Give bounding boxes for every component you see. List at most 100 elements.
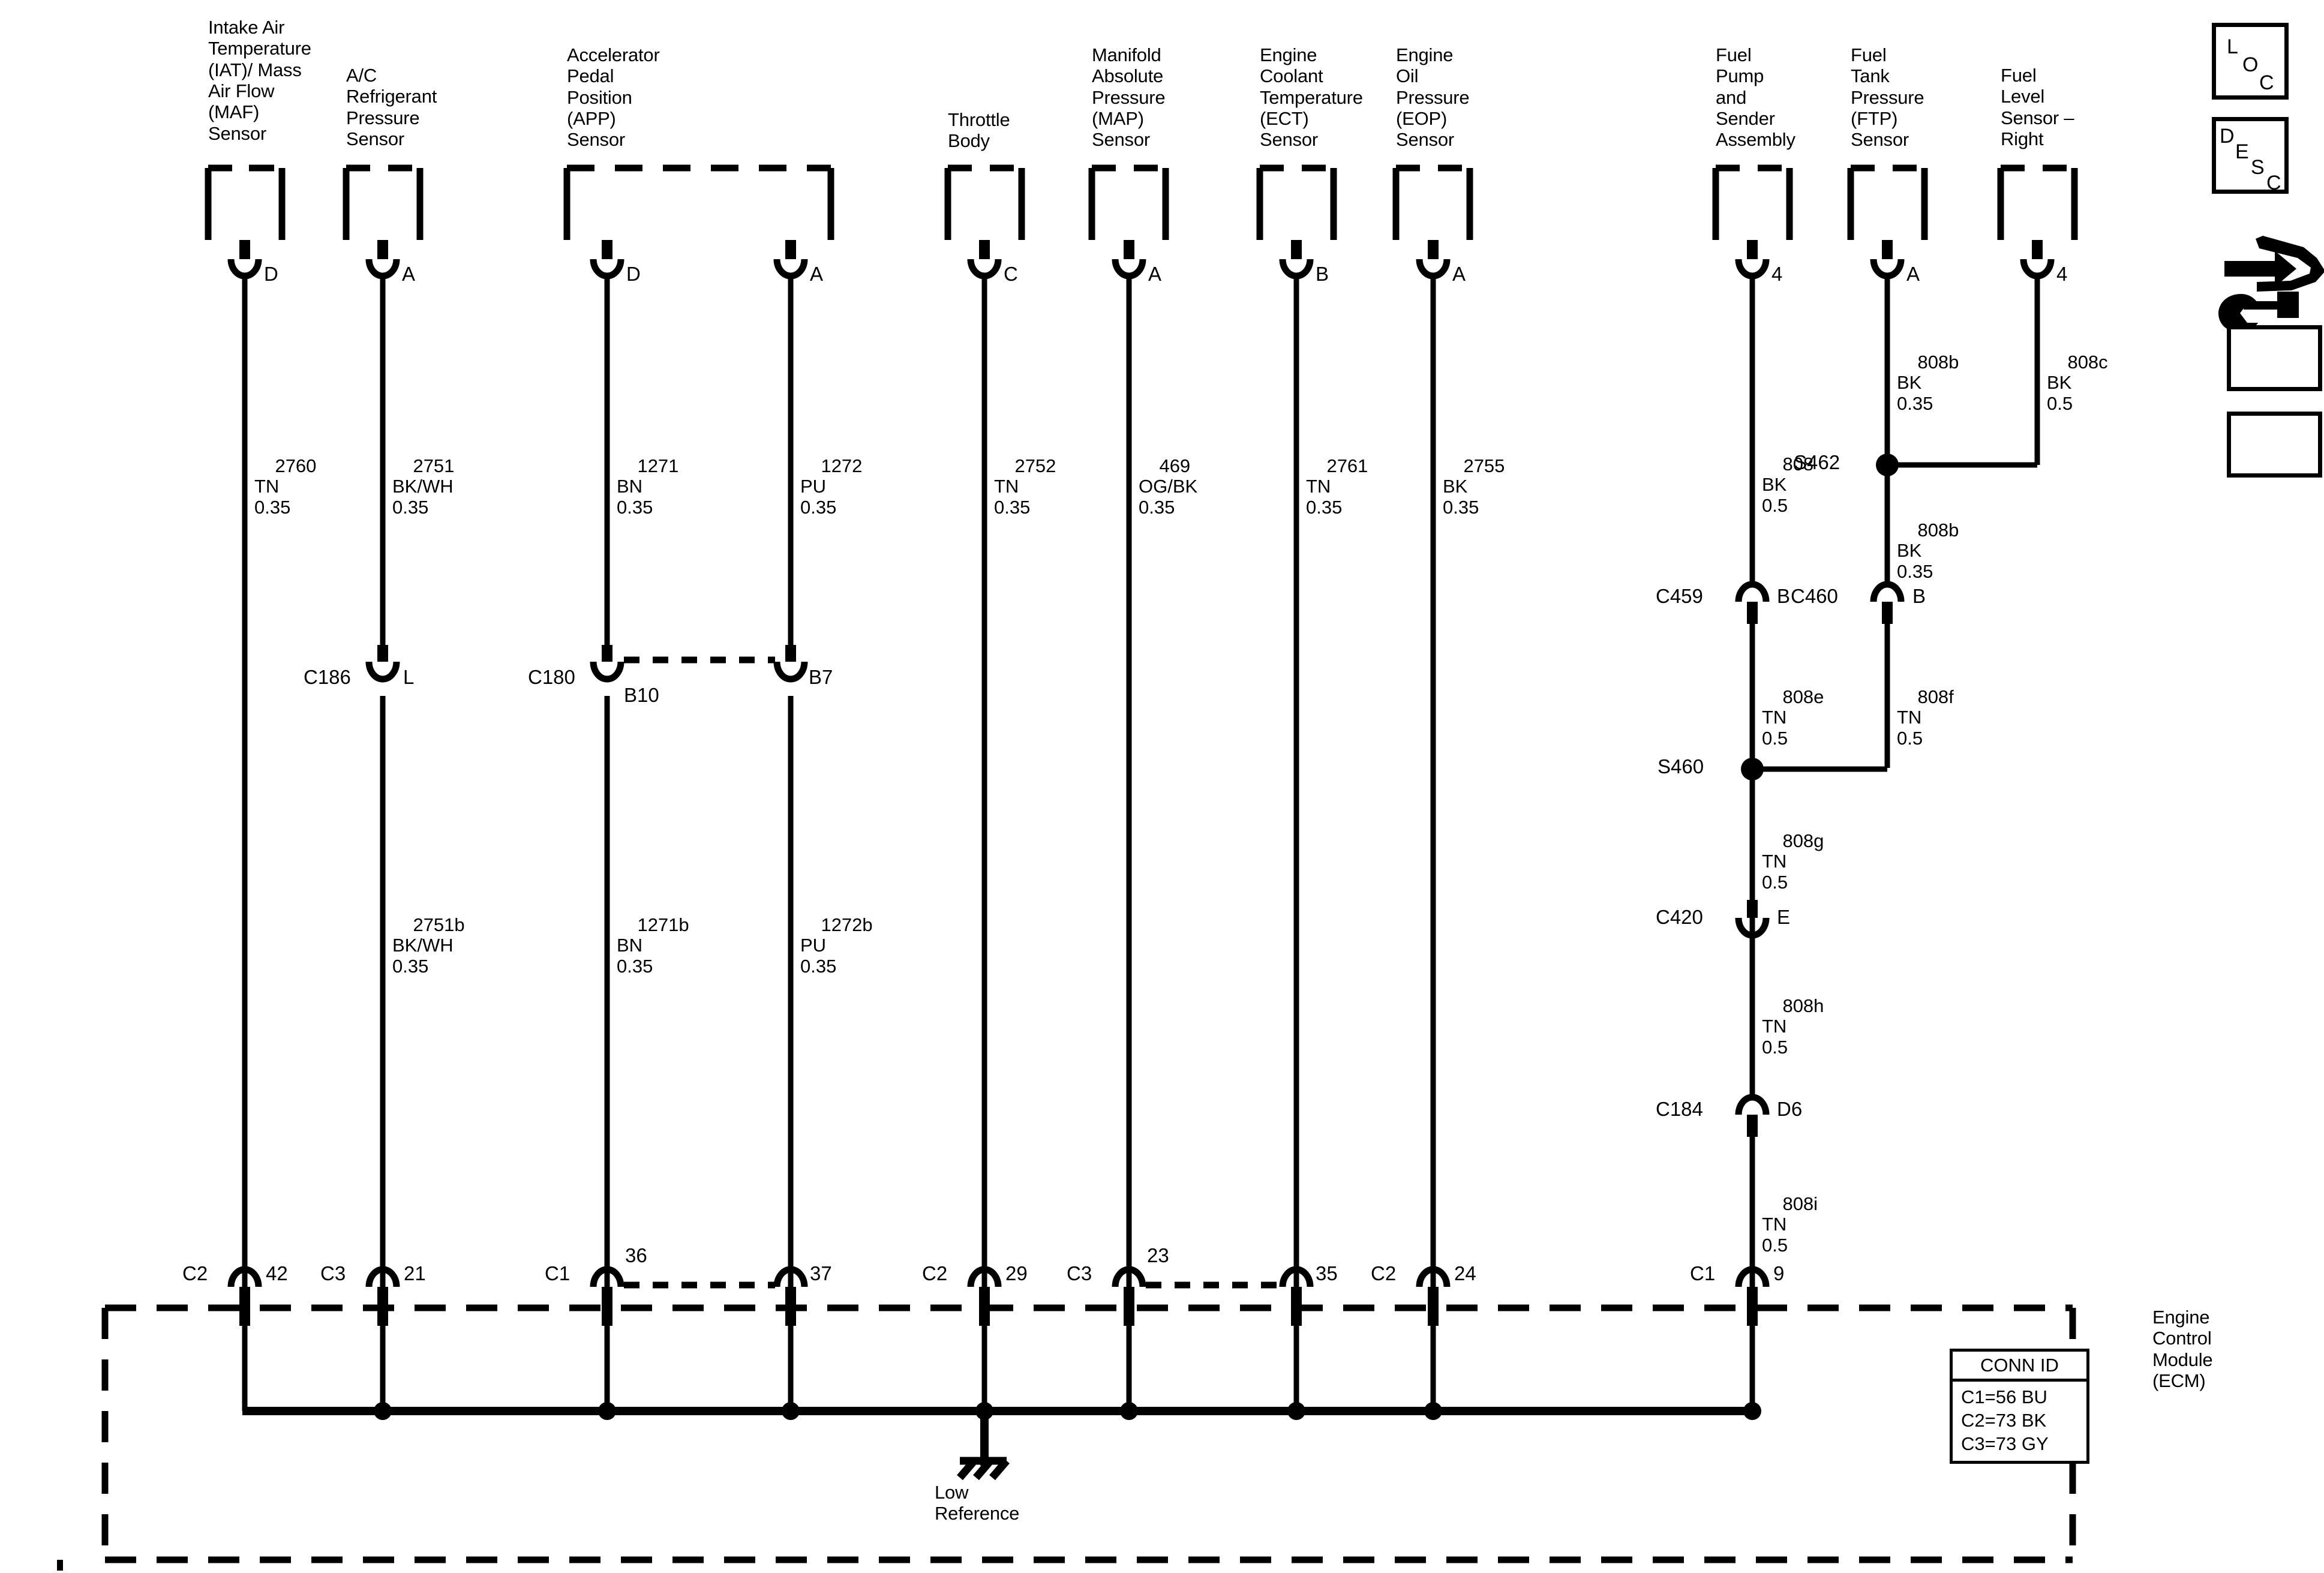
wire-label-808-bk-05-pump: 808 BK 0.5 bbox=[1762, 453, 1814, 517]
hand-wrench-icon bbox=[2218, 236, 2324, 332]
connector-pin-c420: E bbox=[1777, 906, 1791, 928]
desc-button[interactable]: D E S C bbox=[2212, 117, 2289, 194]
pin-label-fuel-pump: 4 bbox=[1771, 263, 1783, 285]
wire-label-808-tn-05-s460: 808g TN 0.5 bbox=[1762, 830, 1824, 893]
splice-dot-s460 bbox=[1741, 758, 1764, 781]
splice-label-s460: S460 bbox=[1658, 755, 1704, 778]
ecm-pin-label-1: 21 bbox=[404, 1262, 426, 1284]
prev-button[interactable] bbox=[2227, 412, 2322, 478]
connector-pin-c460: B bbox=[1912, 585, 1926, 607]
component-title-fuel-pump: Fuel Pump and Sender Assembly bbox=[1716, 44, 1795, 151]
ecm-conn-label-4: C2 bbox=[922, 1262, 948, 1284]
wire-label-2751: 2751 BK/WH 0.35 bbox=[392, 455, 455, 518]
pin-label-iat-maf: D bbox=[264, 263, 278, 285]
ecm-conn-label-7: C2 bbox=[1371, 1262, 1397, 1284]
ecm-conn-label-1: C3 bbox=[320, 1262, 346, 1284]
conn-id-body: C1=56 BU C2=73 BK C3=73 GY bbox=[1953, 1382, 2086, 1461]
wire-label-1271-lower: 1271b BN 0.35 bbox=[617, 914, 689, 977]
ecm-pin-label-2: 36 bbox=[625, 1244, 647, 1266]
wire-label-808-tn-05-c184: 808i TN 0.5 bbox=[1762, 1193, 1818, 1256]
component-title-ect: Engine Coolant Temperature (ECT) Sensor bbox=[1260, 44, 1363, 151]
ecm-pin-label-7: 24 bbox=[1454, 1262, 1476, 1284]
splice-dot-s462 bbox=[1876, 454, 1899, 476]
connector-label-c460: C460 bbox=[1791, 585, 1838, 607]
connector-label-c184: C184 bbox=[1656, 1098, 1703, 1120]
desc-letter-c: C bbox=[2266, 172, 2281, 194]
ecm-pin-label-6: 35 bbox=[1316, 1262, 1338, 1284]
ecm-module-label: Engine Control Module (ECM) bbox=[2152, 1307, 2213, 1391]
wire-label-2751-lower: 2751b BK/WH 0.35 bbox=[392, 914, 465, 977]
conn-id-row-c2: C2=73 BK bbox=[1961, 1409, 2047, 1431]
connector-pin-c459: B bbox=[1777, 585, 1791, 607]
pin-label-ac-refrig: A bbox=[402, 263, 416, 285]
ecm-pin-label-0: 42 bbox=[266, 1262, 288, 1284]
wire-label-808-bk-035-ftp: 808b BK 0.35 bbox=[1897, 351, 1959, 415]
wire-label-808-tn-05-c460: 808f TN 0.5 bbox=[1897, 686, 1954, 749]
ecm-pin-label-5: 23 bbox=[1147, 1244, 1169, 1266]
tools-button[interactable] bbox=[2212, 228, 2320, 336]
connector-pin-c180-b10: B10 bbox=[624, 684, 659, 706]
wire-label-2760: 2760 TN 0.35 bbox=[254, 455, 317, 518]
ecm-outline bbox=[101, 1304, 2076, 1563]
ecm-conn-label-5: C3 bbox=[1067, 1262, 1092, 1284]
component-title-map: Manifold Absolute Pressure (MAP) Sensor bbox=[1092, 44, 1166, 151]
component-title-iat-maf: Intake Air Temperature (IAT)/ Mass Air Flow… bbox=[208, 17, 311, 144]
ecm-pin-label-4: 29 bbox=[1005, 1262, 1028, 1284]
connector-label-c186: C186 bbox=[304, 666, 351, 688]
wire-label-469: 469 OG/BK 0.35 bbox=[1139, 455, 1198, 518]
pin-label-fuel-lvl: 4 bbox=[2056, 263, 2068, 285]
ecm-pin-label-8: 9 bbox=[1773, 1262, 1785, 1284]
loc-letter-l: L bbox=[2227, 35, 2238, 58]
wire-label-808-bk-035-s462: 808b BK 0.35 bbox=[1897, 519, 1959, 583]
pin-label-app-a: A bbox=[810, 263, 824, 285]
conn-id-row-c3: C3=73 GY bbox=[1961, 1433, 2049, 1454]
wire-label-2761: 2761 TN 0.35 bbox=[1306, 455, 1368, 518]
pin-label-throttle: C bbox=[1004, 263, 1018, 285]
pin-label-ect: B bbox=[1316, 263, 1329, 285]
desc-letter-e: E bbox=[2235, 140, 2249, 163]
ecm-pin-label-3: 37 bbox=[810, 1262, 832, 1284]
component-title-fuel-lvl: Fuel Level Sensor – Right bbox=[2001, 65, 2074, 149]
connector-label-c420: C420 bbox=[1656, 906, 1703, 928]
ground-icon bbox=[957, 1457, 1010, 1481]
pin-label-app-d: D bbox=[626, 263, 641, 285]
component-title-eop: Engine Oil Pressure (EOP) Sensor bbox=[1396, 44, 1470, 151]
component-title-ftp: Fuel Tank Pressure (FTP) Sensor bbox=[1851, 44, 1924, 151]
ecm-conn-label-8: C1 bbox=[1690, 1262, 1716, 1284]
component-title-ac-refrig: A/C Refrigerant Pressure Sensor bbox=[346, 65, 437, 149]
ecm-conn-label-2: C1 bbox=[545, 1262, 571, 1284]
wire-label-808-bk-05-level: 808c BK 0.5 bbox=[2047, 351, 2108, 415]
conn-id-header: CONN ID bbox=[1953, 1352, 2086, 1382]
pin-label-eop: A bbox=[1452, 263, 1466, 285]
conn-id-row-c1: C1=56 BU bbox=[1961, 1386, 2047, 1407]
component-title-throttle: Throttle Body bbox=[948, 109, 1010, 152]
connector-pin-c184: D6 bbox=[1777, 1098, 1803, 1120]
wire-label-808-tn-05-c420: 808h TN 0.5 bbox=[1762, 995, 1824, 1058]
ecm-conn-label-0: C2 bbox=[182, 1262, 208, 1284]
wire-label-2752: 2752 TN 0.35 bbox=[994, 455, 1056, 518]
wire-label-1272: 1272 PU 0.35 bbox=[800, 455, 863, 518]
desc-letter-d: D bbox=[2220, 125, 2235, 148]
pin-label-map: A bbox=[1148, 263, 1162, 285]
loc-button[interactable]: L O C bbox=[2212, 23, 2289, 100]
wire-label-2755: 2755 BK 0.35 bbox=[1443, 455, 1505, 518]
wire-label-808-tn-05-c459: 808e TN 0.5 bbox=[1762, 686, 1824, 749]
component-box-iat-maf bbox=[205, 164, 282, 240]
connector-pin-c180-b7: B7 bbox=[809, 666, 833, 688]
loc-letter-o: O bbox=[2242, 53, 2259, 76]
next-button[interactable] bbox=[2227, 325, 2322, 391]
pin-label-ftp: A bbox=[1906, 263, 1920, 285]
connector-label-c459: C459 bbox=[1656, 585, 1703, 607]
connector-label-c180: C180 bbox=[528, 666, 575, 688]
loc-letter-c: C bbox=[2259, 71, 2274, 94]
wire-label-1271: 1271 BN 0.35 bbox=[617, 455, 679, 518]
connector-pin-c186: L bbox=[403, 666, 415, 688]
low-reference-label: Low Reference bbox=[935, 1482, 1020, 1524]
wire-label-1272-lower: 1272b PU 0.35 bbox=[800, 914, 873, 977]
component-title-app: Accelerator Pedal Position (APP) Sensor bbox=[567, 44, 660, 151]
splice-label-s462: S462 bbox=[1794, 451, 1840, 473]
conn-id-box: CONN ID C1=56 BU C2=73 BK C3=73 GY bbox=[1950, 1349, 2089, 1464]
desc-letter-s: S bbox=[2251, 156, 2265, 179]
